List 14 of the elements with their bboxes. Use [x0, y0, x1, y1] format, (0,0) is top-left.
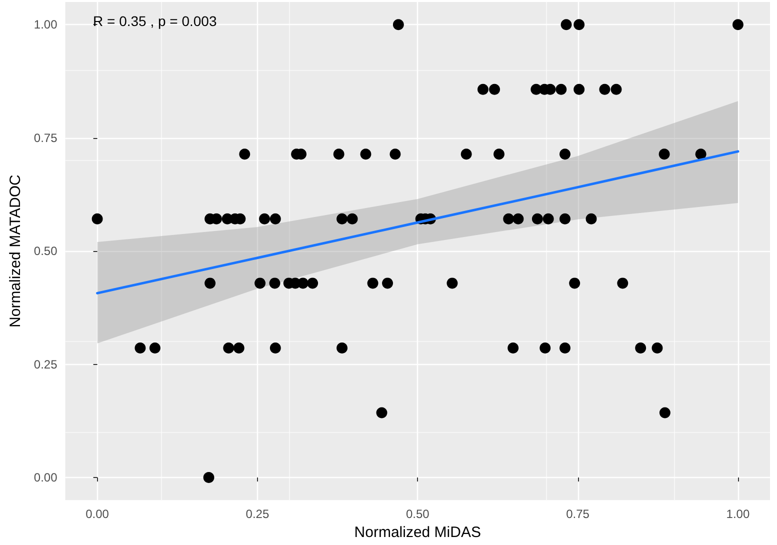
x-tick-label: 0.25 [246, 507, 270, 522]
y-tick-label: 0.75 [34, 130, 58, 145]
y-tick-label: 0.00 [34, 470, 58, 484]
annotation: R = 0.35 , p = 0.003 [93, 13, 217, 29]
x-tick-label: 0.75 [566, 507, 590, 522]
y-tick-label: 0.50 [34, 244, 58, 258]
y-tick-label: 0.25 [34, 357, 58, 372]
x-axis-title: Normalized MiDAS [354, 524, 481, 541]
x-tick-label: 0.50 [406, 507, 430, 522]
x-tick-label: 1.00 [726, 507, 750, 522]
y-tick-label: 1.00 [34, 18, 58, 32]
y-axis-title: Normalized MATADOC [7, 174, 24, 328]
x-tick-label: 0.00 [86, 507, 110, 522]
line-series [96, 150, 740, 294]
